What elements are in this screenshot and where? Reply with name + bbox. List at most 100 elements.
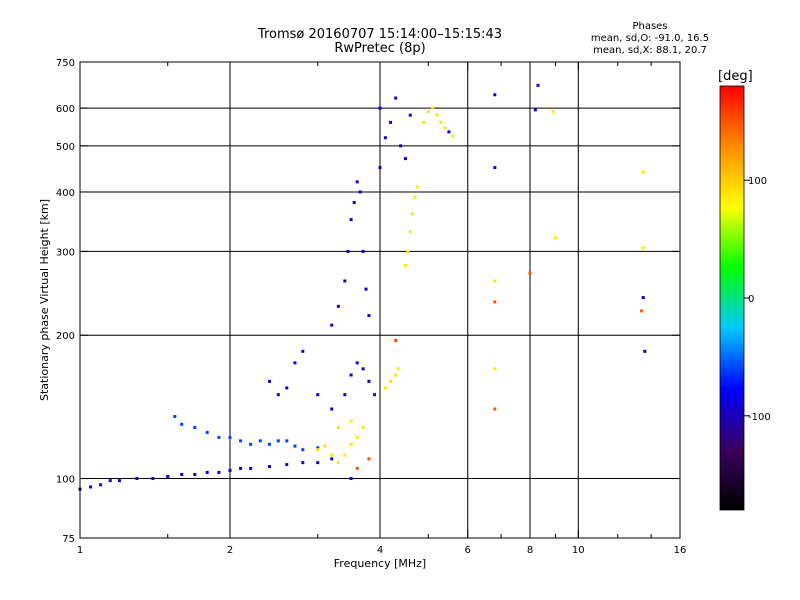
- data-point: [89, 485, 93, 489]
- y-tick-label: 750: [56, 58, 75, 69]
- data-point: [551, 110, 555, 114]
- data-point: [394, 96, 398, 100]
- grid-layer: [80, 62, 680, 538]
- data-point: [553, 236, 557, 240]
- data-point: [451, 134, 455, 138]
- data-point: [330, 407, 334, 411]
- data-point: [493, 279, 497, 283]
- data-point: [239, 439, 243, 443]
- data-point: [293, 361, 297, 365]
- data-point: [276, 393, 280, 397]
- x-axis-label: Frequency [MHz]: [334, 557, 426, 570]
- data-point: [528, 271, 532, 275]
- x-tick-label: 2: [227, 545, 233, 556]
- data-point: [316, 448, 320, 452]
- data-point: [205, 430, 209, 434]
- data-point: [330, 323, 334, 327]
- data-point: [349, 419, 353, 423]
- data-point: [641, 246, 645, 250]
- y-tick-label: 600: [56, 104, 75, 115]
- data-point: [533, 108, 537, 112]
- y-tick-label: 500: [56, 142, 75, 153]
- data-point: [293, 444, 297, 448]
- data-point: [285, 463, 289, 467]
- data-point: [403, 157, 407, 161]
- axes-layer: 1 2 4 6 8 10 16 75 100 200 300 400 500 600 750: [56, 58, 686, 556]
- data-point: [117, 479, 121, 483]
- colorbar-tick-label: 100: [748, 176, 767, 187]
- data-point: [205, 470, 209, 474]
- data-point: [435, 113, 439, 117]
- data-point: [355, 180, 359, 184]
- data-point: [349, 373, 353, 377]
- data-point: [193, 425, 197, 429]
- data-point: [349, 477, 353, 481]
- chart-title-line2: RwPretec (8p): [334, 41, 426, 56]
- data-point: [399, 144, 403, 148]
- data-point: [641, 170, 645, 174]
- data-point: [166, 474, 170, 478]
- data-point: [447, 130, 451, 134]
- data-point: [367, 314, 371, 318]
- data-point: [173, 414, 177, 418]
- y-tick-label: 300: [56, 247, 75, 258]
- data-point: [228, 435, 232, 439]
- data-point: [267, 379, 271, 383]
- data-point: [323, 444, 327, 448]
- data-point: [403, 264, 407, 268]
- y-tick-label: 100: [56, 475, 75, 486]
- data-point: [378, 166, 382, 170]
- data-point: [355, 466, 359, 470]
- colorbar-tick-label: -100: [748, 412, 771, 423]
- colorbar-unit-label: [deg]: [718, 69, 753, 84]
- y-axis-label: Stationary phase Virtual Height [km]: [38, 199, 51, 401]
- data-point: [413, 195, 417, 199]
- data-point: [336, 304, 340, 308]
- data-point: [180, 472, 184, 476]
- data-point: [396, 367, 400, 371]
- data-point: [383, 136, 387, 140]
- data-point: [364, 287, 368, 291]
- colorbar-axis: 100 0 -100: [744, 176, 771, 423]
- data-point: [389, 120, 393, 124]
- data-point: [99, 483, 103, 487]
- data-point: [426, 110, 430, 114]
- data-point: [285, 386, 289, 390]
- data-point: [151, 477, 155, 481]
- data-point: [394, 338, 398, 342]
- data-point: [373, 393, 377, 397]
- x-tick-label: 1: [77, 545, 83, 556]
- data-point: [367, 457, 371, 461]
- data-point: [301, 349, 305, 353]
- colorbar: [719, 85, 745, 511]
- y-tick-label: 400: [56, 188, 75, 199]
- x-tick-label: 8: [527, 545, 533, 556]
- data-point: [276, 439, 280, 443]
- data-point: [349, 218, 353, 222]
- data-point: [349, 442, 353, 446]
- x-tick-label: 10: [572, 545, 585, 556]
- data-point: [346, 249, 350, 253]
- data-point: [406, 249, 410, 253]
- data-point: [343, 279, 347, 283]
- data-point: [301, 448, 305, 452]
- data-point: [355, 361, 359, 365]
- data-point: [336, 425, 340, 429]
- chart-title-line1: Tromsø 20160707 15:14:00–15:15:43: [257, 27, 503, 42]
- data-point: [431, 106, 435, 110]
- data-point: [493, 166, 497, 170]
- data-point: [249, 442, 253, 446]
- data-point: [358, 190, 362, 194]
- y-tick-label: 75: [62, 534, 75, 545]
- data-point: [493, 407, 497, 411]
- data-point: [361, 367, 365, 371]
- points-layer: [78, 83, 647, 491]
- x-tick-label: 16: [674, 545, 687, 556]
- data-point: [408, 113, 412, 117]
- phases-o-mode: mean, sd,O: -91.0, 16.5: [590, 33, 710, 44]
- data-point: [108, 479, 112, 483]
- data-point: [267, 464, 271, 468]
- data-point: [336, 461, 340, 465]
- data-point: [285, 439, 289, 443]
